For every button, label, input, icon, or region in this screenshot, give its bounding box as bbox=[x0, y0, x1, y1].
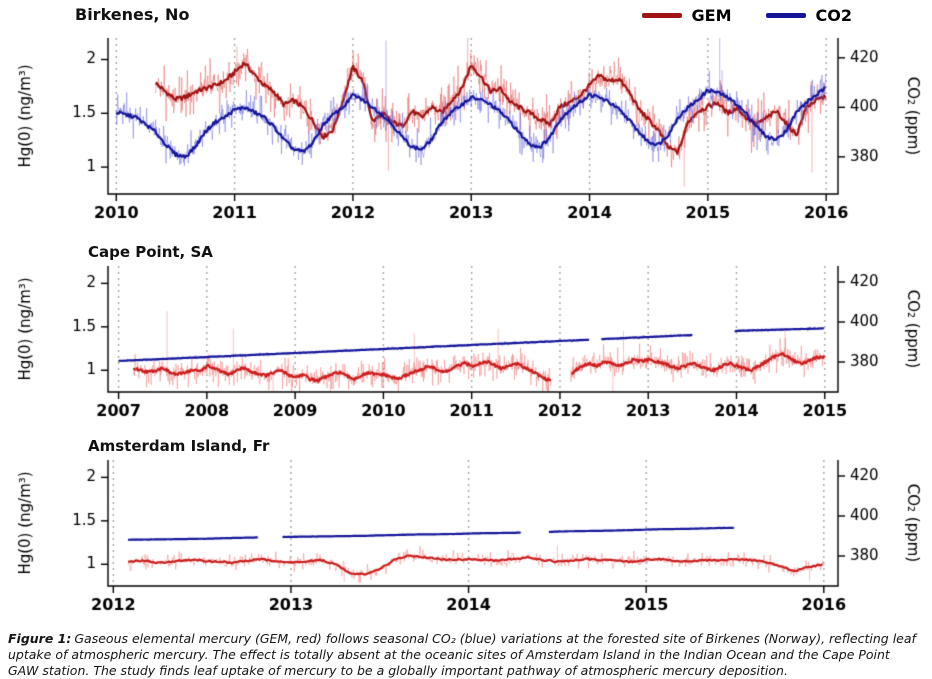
legend-item-gem: GEM bbox=[641, 5, 732, 25]
amsterdam-chart-canvas bbox=[0, 454, 932, 626]
gem-line-swatch bbox=[641, 12, 682, 18]
panel-title-amsterdam: Amsterdam Island, Fr bbox=[88, 437, 270, 455]
figure-header: Birkenes, No GEM CO2 bbox=[0, 0, 932, 30]
panel-birkenes bbox=[0, 30, 932, 238]
panel-capepoint bbox=[0, 260, 932, 432]
panel-title-birkenes: Birkenes, No bbox=[75, 5, 190, 24]
caption-text: Gaseous elemental mercury (GEM, red) fol… bbox=[8, 631, 916, 678]
co2-line-swatch bbox=[765, 12, 806, 18]
panel-amsterdam bbox=[0, 454, 932, 626]
legend-label-gem: GEM bbox=[691, 5, 732, 25]
legend-item-co2: CO2 bbox=[765, 5, 852, 25]
birkenes-chart-canvas bbox=[0, 30, 932, 238]
panel-title-capepoint: Cape Point, SA bbox=[88, 243, 213, 261]
capepoint-chart-canvas bbox=[0, 260, 932, 432]
caption-figure-label: Figure 1: bbox=[8, 631, 72, 646]
figure-caption: Figure 1: Gaseous elemental mercury (GEM,… bbox=[8, 631, 924, 679]
legend-label-co2: CO2 bbox=[815, 5, 852, 25]
legend: GEM CO2 bbox=[641, 5, 932, 25]
